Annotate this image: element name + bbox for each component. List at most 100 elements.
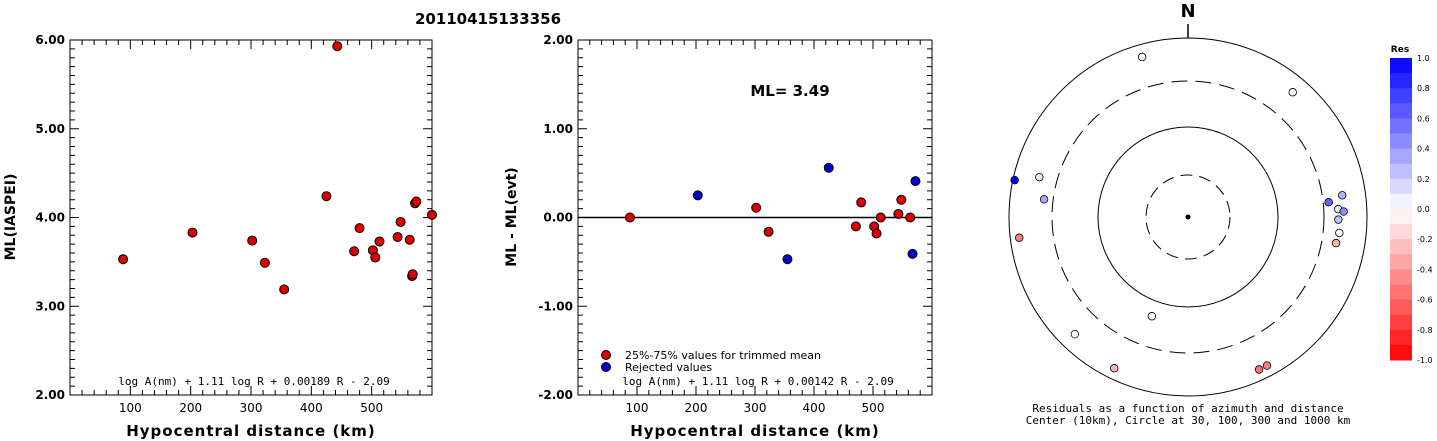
colorbar-cell xyxy=(1390,254,1412,270)
plot2-ytick-label: -2.00 xyxy=(538,388,573,402)
polar-point xyxy=(1335,228,1344,238)
ring-100km xyxy=(1097,126,1279,308)
plot1-ticks: 100 200 300 400 500 2.00 3.00 4.00 5.00 6.00 xyxy=(35,33,432,415)
plot1-xtick-label: 100 xyxy=(119,401,142,415)
plot2-ylabel: ML - ML(evt) xyxy=(504,167,520,266)
colorbar-ticks: 1.0 0.8 0.6 0.4 0.2 0.0 -0.2 -0.4 -0.6 -0.8 -1.0 xyxy=(1417,54,1433,365)
legend-marker-rejected xyxy=(601,362,611,372)
plot1-point xyxy=(118,254,129,265)
polar-point xyxy=(1338,191,1347,200)
colorbar-tick-label: 0.6 xyxy=(1417,114,1430,123)
plot2-ytick-label: -1.00 xyxy=(538,299,573,313)
colorbar-cell xyxy=(1390,224,1412,240)
plot1-point xyxy=(370,252,381,263)
polar-point xyxy=(1110,364,1119,373)
plot1-point xyxy=(259,257,270,268)
legend-marker-trimmed xyxy=(601,350,611,360)
polar-point xyxy=(1288,88,1297,97)
colorbar-cell xyxy=(1390,103,1412,119)
colorbar-cell xyxy=(1390,299,1412,316)
colorbar-cell xyxy=(1390,269,1412,285)
north-label: N xyxy=(1180,1,1195,22)
colorbar-cells xyxy=(1390,58,1412,361)
plot2-xtick-label: 400 xyxy=(803,401,826,415)
colorbar-tick-label: 0.4 xyxy=(1417,145,1430,154)
colorbar-cell xyxy=(1390,193,1412,210)
polar-point xyxy=(1015,233,1024,242)
plot2-point xyxy=(910,176,921,187)
plot2-xtick-label: 200 xyxy=(685,401,708,415)
colorbar-cell xyxy=(1390,163,1412,180)
plot2-xtick-label: 100 xyxy=(626,401,649,415)
plot2-ytick-label: 2.00 xyxy=(543,33,573,47)
colorbar-cell xyxy=(1390,73,1412,89)
plot2-point xyxy=(782,254,793,265)
plot1-xtick-label: 400 xyxy=(300,401,323,415)
colorbar-cell xyxy=(1390,329,1412,346)
colorbar-tick-label: -1.0 xyxy=(1417,356,1433,365)
colorbar-tick-label: -0.8 xyxy=(1417,326,1433,335)
legend-label-rejected: Rejected values xyxy=(625,361,712,374)
plot1-ytick-label: 3.00 xyxy=(35,299,65,313)
plot1-ytick-label: 6.00 xyxy=(35,33,65,47)
plot1-point xyxy=(332,41,343,52)
colorbar-cell xyxy=(1390,314,1412,331)
colorbar-cell xyxy=(1390,284,1412,301)
colorbar-tick-label: 1.0 xyxy=(1417,54,1430,63)
colorbar-cell xyxy=(1390,133,1412,150)
plot2-points xyxy=(624,162,921,265)
plot2-point xyxy=(850,221,861,232)
ring-300km xyxy=(1051,80,1325,354)
panel-residual-azimuth: N Residuals as a function of azimuth and… xyxy=(1008,1,1368,427)
polar-caption-line1: Residuals as a function of azimuth and d… xyxy=(1032,402,1343,415)
polar-point xyxy=(1254,365,1264,374)
plot1-xlabel: Hypocentral distance (km) xyxy=(126,422,376,440)
plot1-ytick-label: 4.00 xyxy=(35,211,65,225)
colorbar-tick-label: 0.0 xyxy=(1417,205,1430,214)
plot1-ytick-label: 5.00 xyxy=(35,122,65,136)
colorbar-tick-label: -0.2 xyxy=(1417,235,1433,244)
plot2-ytick-label: 1.00 xyxy=(543,122,573,136)
colorbar-cell xyxy=(1390,58,1412,74)
colorbar-cell xyxy=(1390,88,1412,104)
colorbar-cell xyxy=(1390,178,1412,195)
plot1-point xyxy=(247,235,258,246)
colorbar-tick-label: -0.4 xyxy=(1417,265,1433,274)
polar-point xyxy=(1339,207,1348,216)
polar-point xyxy=(1324,198,1333,207)
plot1-points xyxy=(118,41,437,295)
colorbar-cell xyxy=(1390,148,1412,165)
plot1-point xyxy=(374,236,385,247)
plot2-ml-annotation: ML= 3.49 xyxy=(750,82,829,100)
plot1-xtick-label: 300 xyxy=(240,401,263,415)
plot2-ytick-label: 0.00 xyxy=(543,211,573,225)
colorbar-cell xyxy=(1390,209,1412,225)
residual-colorbar: Res 1.0 0.8 0.6 0.4 0.2 0.0 -0.2 -0.4 -0.6 -0.8 -1… xyxy=(1390,45,1433,365)
plot1-point xyxy=(395,216,406,227)
plot1-formula: log A(nm) + 1.11 log R + 0.00189 R - 2.0… xyxy=(118,375,390,388)
figure-title: 20110415133356 xyxy=(415,10,561,28)
panel-ml-iaspei: 100 200 300 400 500 2.00 3.00 4.00 5.00 6.00 ML(I… xyxy=(3,33,437,440)
polar-point xyxy=(1070,329,1080,339)
colorbar-cell xyxy=(1390,239,1412,255)
polar-point xyxy=(1039,195,1049,204)
plot1-xtick-label: 200 xyxy=(179,401,202,415)
plot2-xtick-label: 300 xyxy=(744,401,767,415)
polar-point xyxy=(1137,52,1147,62)
colorbar-tick-label: 0.8 xyxy=(1417,84,1430,93)
plot1-frame xyxy=(69,39,433,396)
plot1-point xyxy=(187,227,198,238)
ring-30km xyxy=(1145,174,1231,260)
plot1-point xyxy=(411,196,422,207)
plot2-point xyxy=(624,212,635,223)
plot2-point xyxy=(907,248,918,259)
plot1-point xyxy=(404,234,415,245)
plot1-ylabel: ML(IASPEI) xyxy=(3,174,19,261)
colorbar-tick-label: 0.2 xyxy=(1417,175,1430,184)
plot2-point xyxy=(893,208,904,219)
plot2-xtick-label: 500 xyxy=(862,401,885,415)
panel-ml-residual: 100 200 300 400 500 -2.00 -1.00 0.00 1.00 2.00 ML… xyxy=(504,33,933,440)
plot2-formula: log A(nm) + 1.11 log R + 0.00142 R - 2.0… xyxy=(622,375,894,388)
plot2-point xyxy=(875,212,886,223)
